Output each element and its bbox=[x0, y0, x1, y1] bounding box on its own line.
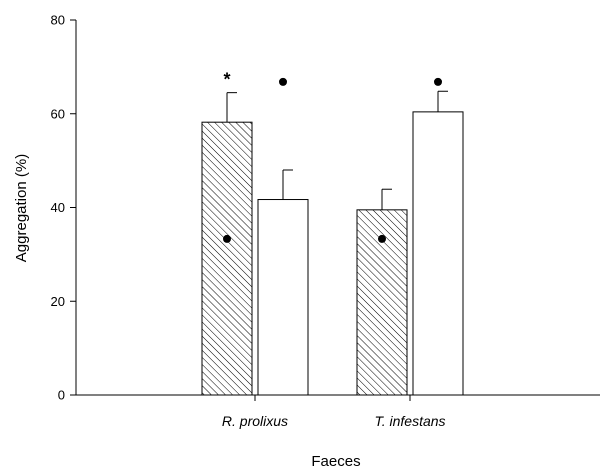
significance-asterisk: * bbox=[223, 69, 230, 89]
bar bbox=[412, 111, 464, 396]
y-tick-label: 40 bbox=[51, 200, 65, 215]
axes: 0 20 40 60 80 R. prolixus T. infestans bbox=[51, 13, 600, 429]
x-tick-label: T. infestans bbox=[374, 413, 445, 429]
significance-dot bbox=[279, 77, 287, 86]
x-axis-title: Faeces bbox=[311, 453, 360, 469]
x-tick-label: R. prolixus bbox=[222, 413, 288, 429]
significance-dot bbox=[378, 234, 386, 243]
annotations: * bbox=[223, 69, 442, 243]
y-axis-title: Aggregation (%) bbox=[13, 154, 30, 262]
bar bbox=[201, 121, 253, 396]
y-tick-label: 20 bbox=[51, 294, 65, 309]
bar bbox=[257, 199, 309, 396]
y-tick-label: 0 bbox=[58, 388, 65, 403]
bars bbox=[201, 90, 464, 396]
significance-dot bbox=[223, 234, 231, 243]
significance-dot bbox=[434, 77, 442, 86]
y-tick-label: 60 bbox=[51, 106, 65, 121]
y-tick-label: 80 bbox=[51, 13, 65, 28]
